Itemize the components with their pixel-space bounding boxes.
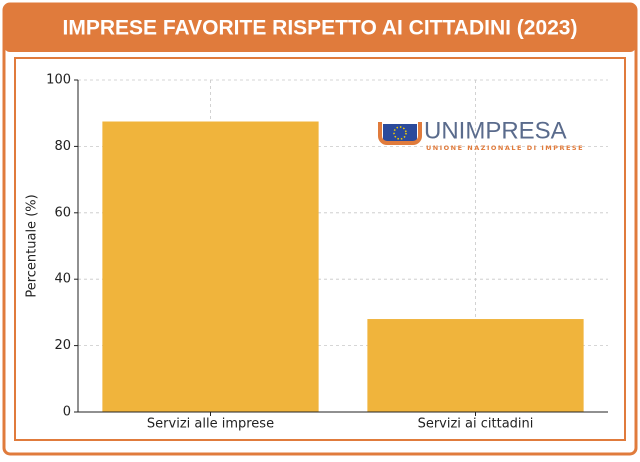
chart-title: IMPRESE FAVORITE RISPETTO AI CITTADINI (… [63, 17, 578, 40]
x-tick-label: Servizi ai cittadini [418, 417, 534, 432]
title-banner [4, 4, 636, 52]
y-tick-label: 80 [54, 139, 71, 154]
x-tick-label: Servizi alle imprese [147, 417, 274, 432]
y-tick-label: 60 [54, 205, 71, 220]
y-tick-label: 100 [46, 73, 71, 88]
logo-flag [383, 124, 417, 142]
logo-u [378, 122, 422, 145]
y-tick-label: 20 [54, 338, 71, 353]
logo-name: UNIMPRESA [424, 117, 567, 144]
bar [367, 319, 584, 412]
y-tick-label: 0 [63, 405, 71, 420]
logo: UNIMPRESA UNIONE NAZIONALE DI IMPRESE [378, 117, 584, 152]
y-tick-label: 40 [54, 272, 71, 287]
logo-stars [393, 126, 407, 140]
bar [102, 121, 319, 412]
logo-tagline: UNIONE NAZIONALE DI IMPRESE [426, 144, 584, 152]
y-axis-label: Percentuale (%) [25, 194, 40, 297]
